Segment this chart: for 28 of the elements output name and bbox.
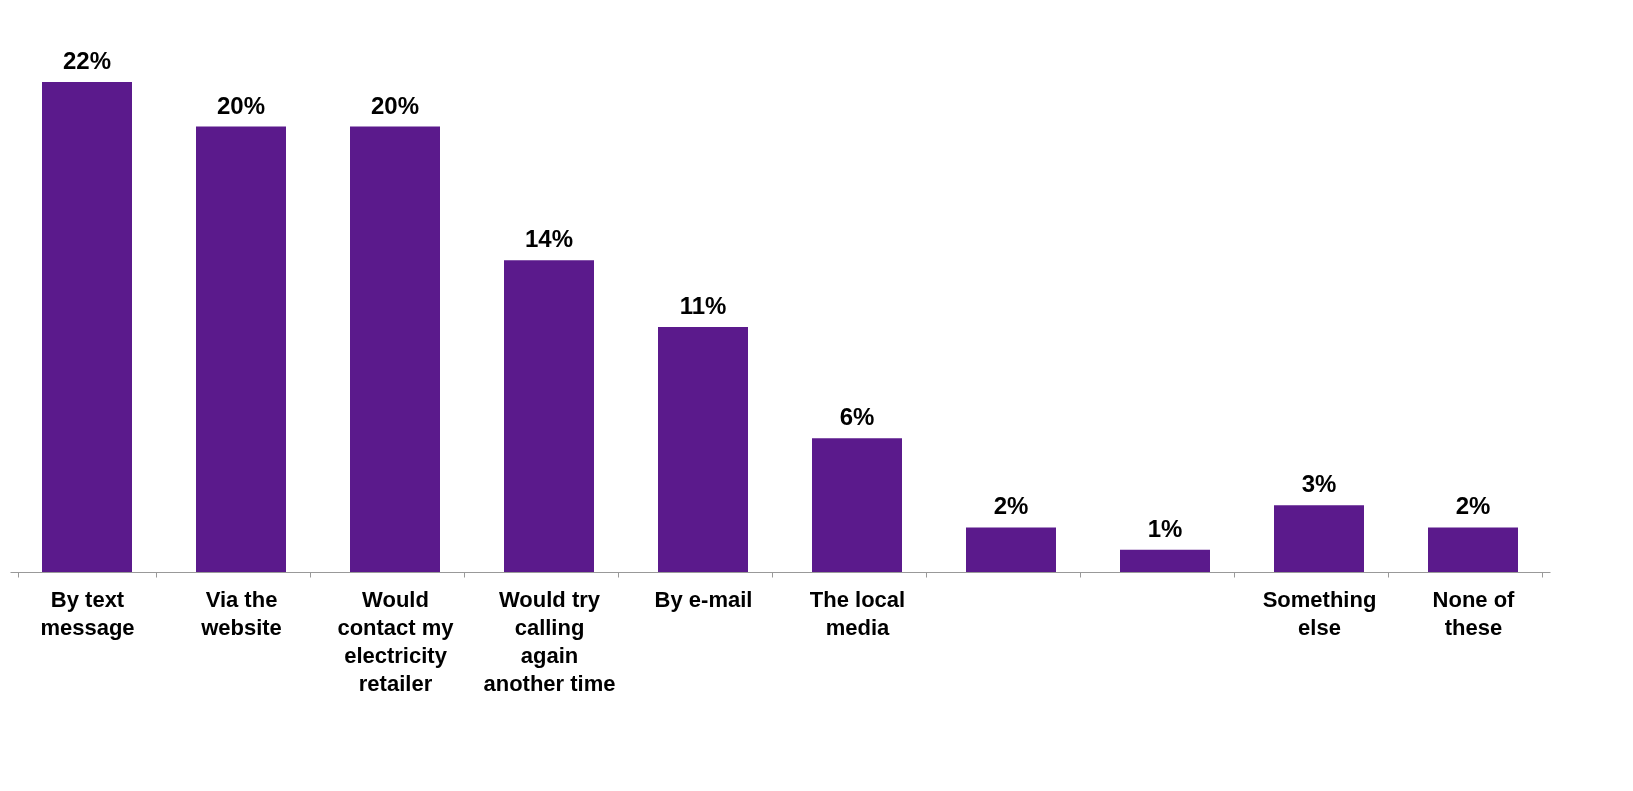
x-tick-label: Something else — [1262, 586, 1377, 640]
data-label: 2% — [993, 492, 1029, 520]
data-label: 20% — [370, 91, 420, 119]
x-tick-label: By text message — [40, 586, 135, 640]
x-tick-label: Would contact my electricity retailer — [337, 586, 455, 696]
data-label: 14% — [524, 225, 574, 253]
bar — [504, 260, 594, 572]
bar — [42, 82, 132, 572]
data-label: 2% — [1455, 492, 1491, 520]
bar — [350, 126, 440, 572]
bar — [812, 438, 902, 572]
bar — [1428, 527, 1518, 572]
data-label: 11% — [679, 292, 727, 319]
x-tick-label: Via the website — [200, 586, 282, 640]
data-label: 22% — [62, 47, 112, 74]
bar — [966, 527, 1056, 572]
x-tick-label: By e-mail — [654, 586, 753, 612]
bar — [1274, 505, 1364, 572]
x-tick-label: The local media — [809, 586, 906, 640]
bar — [1120, 549, 1210, 572]
data-label: 3% — [1301, 470, 1337, 498]
data-label: 20% — [216, 91, 266, 119]
x-tick-label: Would try calling again another time — [483, 586, 616, 696]
bar — [658, 327, 748, 572]
x-tick-label: None of these — [1432, 586, 1516, 640]
data-label: 1% — [1147, 514, 1183, 542]
data-label: 6% — [839, 403, 875, 431]
bar — [196, 126, 286, 572]
